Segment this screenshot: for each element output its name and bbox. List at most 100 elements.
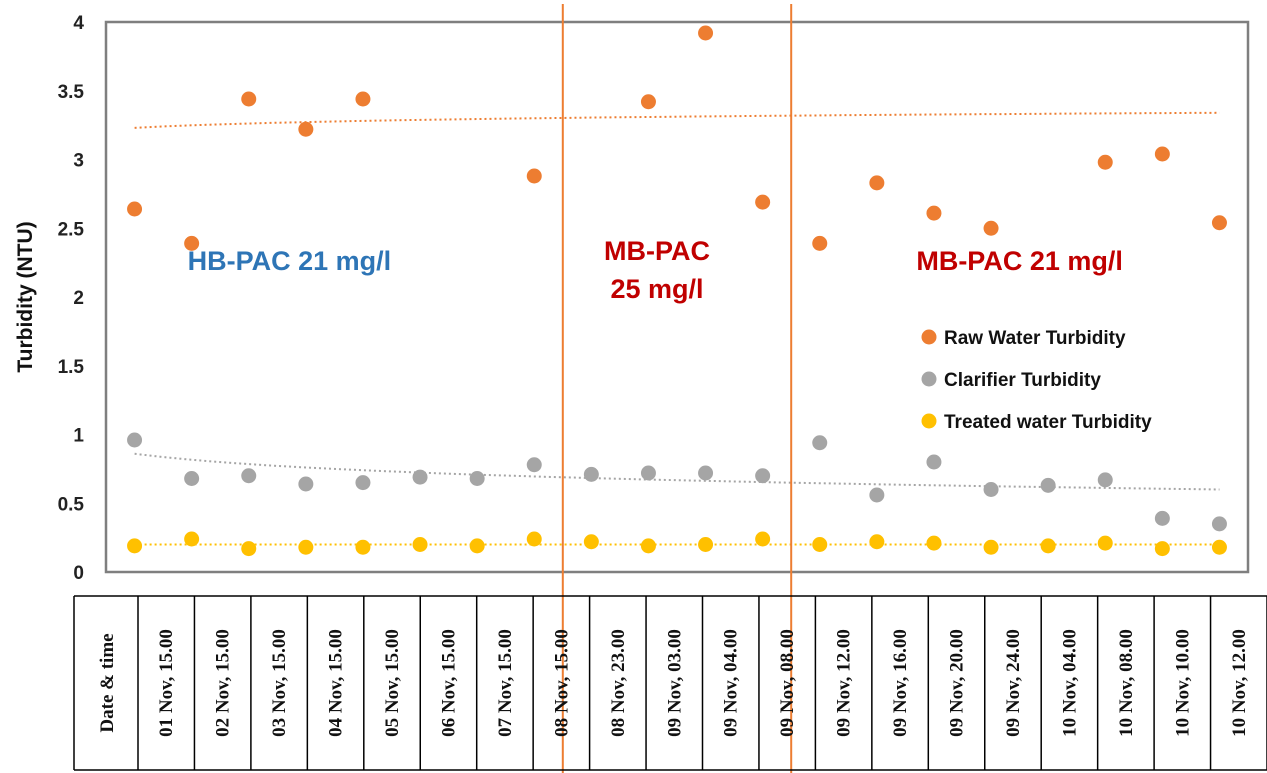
y-tick-label: 0.5 (58, 494, 85, 515)
y-tick-label: 3.5 (58, 82, 85, 103)
data-point (812, 435, 828, 451)
data-point (869, 487, 885, 503)
legend-entry: Treated water Turbidity (944, 412, 1152, 433)
data-point (526, 168, 542, 184)
x-category-label: 09 Nov, 03.00 (664, 629, 685, 737)
data-point (1154, 541, 1170, 557)
data-point (298, 476, 314, 492)
y-tick-label: 1 (73, 426, 84, 447)
legend-entry: Clarifier Turbidity (944, 370, 1101, 391)
data-point (698, 537, 714, 552)
y-tick-label: 1.5 (58, 357, 85, 378)
y-tick-label: 4 (73, 13, 84, 34)
data-point (469, 538, 485, 554)
x-category-label: 09 Nov, 16.00 (890, 629, 911, 737)
data-point (869, 534, 885, 550)
data-point (184, 471, 200, 486)
x-category-label: 09 Nov, 20.00 (947, 629, 968, 737)
x-category-label: 08 Nov, 15.00 (551, 629, 572, 737)
region-label: MB-PAC 21 mg/l (916, 246, 1123, 276)
data-point (1211, 215, 1227, 231)
data-point (1211, 516, 1227, 532)
data-point (241, 91, 257, 107)
region-label: MB-PAC 25 mg/l (604, 236, 710, 304)
plot-frame (104, 20, 1250, 574)
trend-lines (134, 111, 1220, 546)
x-category-label: 05 Nov, 15.00 (382, 629, 403, 737)
data-point (184, 531, 200, 547)
y-tick-label: 2.5 (58, 219, 85, 240)
data-point (1097, 472, 1113, 488)
data-point (812, 537, 828, 552)
data-point (640, 94, 656, 110)
data-point (1211, 539, 1227, 555)
data-point (1097, 154, 1113, 170)
x-category-label: 01 Nov, 15.00 (156, 629, 177, 737)
data-point (583, 534, 599, 550)
data-point (1097, 535, 1113, 551)
y-axis-ticks: 0 0.5 1 1.5 2 2.5 3 3.5 4 (58, 13, 85, 584)
plot-border (104, 20, 1250, 574)
data-point (355, 91, 371, 107)
data-point (698, 465, 714, 481)
data-point (926, 454, 942, 470)
data-point (926, 535, 942, 551)
category-table: Date & time 01 Nov, 15.00 02 Nov, 15.00 03 … (73, 595, 1267, 771)
x-category-label: 08 Nov, 23.00 (608, 629, 629, 737)
data-point (983, 482, 999, 497)
data-point (926, 205, 942, 221)
data-point (355, 475, 371, 491)
data-point (298, 539, 314, 555)
legend-marker (921, 371, 937, 387)
region-labels: HB-PAC 21 mg/l MB-PAC 25 mg/l MB-PAC 21 mg/… (188, 236, 1123, 304)
data-point (526, 531, 542, 547)
y-tick-label: 3 (73, 151, 84, 172)
data-point (755, 468, 771, 484)
data-point (1154, 146, 1170, 162)
y-axis-title: Turbidity (NTU) (14, 221, 37, 372)
legend-marker (921, 329, 937, 345)
data-point (583, 466, 599, 482)
x-category-label: 09 Nov, 24.00 (1003, 629, 1024, 737)
data-point (1154, 510, 1170, 526)
data-point (698, 25, 714, 41)
x-category-label: 04 Nov, 15.00 (326, 629, 347, 737)
region-label: HB-PAC 21 mg/l (188, 246, 392, 276)
data-point (640, 465, 656, 481)
data-point (983, 539, 999, 555)
data-point (127, 538, 143, 554)
x-category-label: 10 Nov, 04.00 (1059, 629, 1080, 737)
data-point (869, 175, 885, 191)
data-point (1040, 538, 1056, 554)
x-category-label: 10 Nov, 12.00 (1229, 629, 1250, 737)
legend-entry: Raw Water Turbidity (944, 328, 1126, 349)
data-point (983, 220, 999, 236)
y-tick-label: 2 (73, 288, 84, 309)
x-category-label: 07 Nov, 15.00 (495, 629, 516, 737)
phase-separators (561, 4, 793, 773)
data-point (755, 194, 771, 210)
trend-line (134, 111, 1220, 129)
y-tick-label: 0 (73, 563, 84, 584)
data-point (1040, 477, 1056, 493)
data-point (241, 541, 257, 557)
x-category-label: 10 Nov, 10.00 (1172, 629, 1193, 737)
legend: Raw Water Turbidity Clarifier Turbidity Tr… (921, 328, 1152, 433)
x-category-label: 09 Nov, 08.00 (777, 629, 798, 737)
data-point (526, 457, 542, 473)
data-point (241, 468, 257, 484)
data-point (127, 432, 143, 448)
data-point (184, 235, 200, 251)
data-point (412, 469, 428, 485)
x-category-label: 06 Nov, 15.00 (438, 629, 459, 737)
trend-line (134, 452, 1220, 491)
x-category-label: 09 Nov, 12.00 (834, 629, 855, 737)
data-point (127, 201, 143, 217)
x-category-label: 02 Nov, 15.00 (213, 629, 234, 737)
data-points (127, 25, 1227, 557)
x-category-label: 03 Nov, 15.00 (269, 629, 290, 737)
legend-marker (921, 413, 937, 429)
data-point (755, 531, 771, 547)
data-point (412, 537, 428, 552)
